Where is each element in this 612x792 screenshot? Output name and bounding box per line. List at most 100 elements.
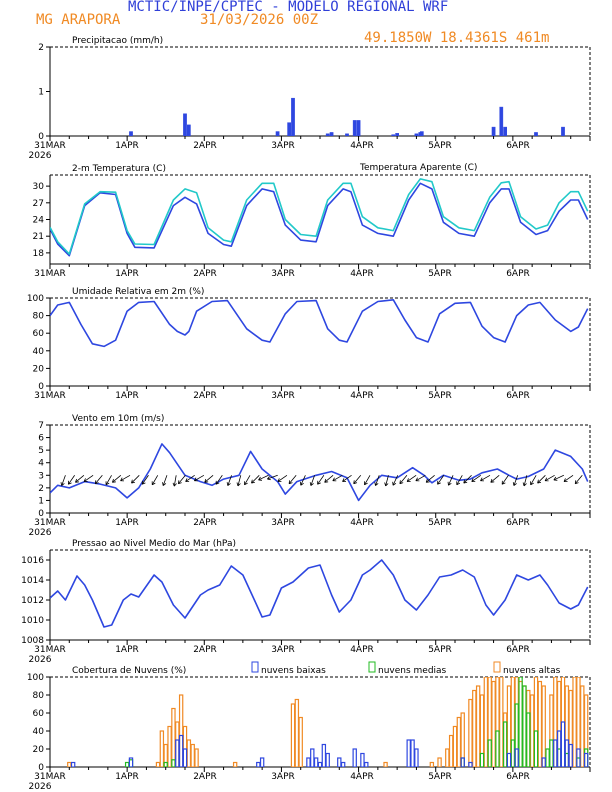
legend-label: nuvens baixas	[261, 666, 326, 676]
wind-arrow-head	[162, 482, 167, 486]
bar	[541, 757, 546, 767]
bar	[572, 677, 577, 767]
bar	[182, 725, 188, 767]
bar	[564, 685, 570, 767]
wind-arrow	[415, 474, 426, 482]
plot-area	[67, 677, 589, 767]
x-tick-year: 2026	[29, 528, 52, 538]
bar	[178, 694, 184, 767]
wind-arrow	[83, 474, 94, 482]
x-tick-label: 5APR	[428, 772, 452, 782]
bar	[533, 730, 539, 767]
bar	[340, 761, 346, 767]
bar	[391, 134, 396, 136]
wind-arrow	[194, 474, 205, 482]
x-tick-label: 1APR	[115, 141, 139, 151]
bar	[533, 677, 539, 767]
legend-swatch	[251, 661, 259, 673]
bar	[128, 757, 134, 767]
bar	[487, 739, 492, 767]
wind-arrow	[204, 474, 214, 483]
y-tick-label: 60	[33, 329, 45, 339]
y-tick-label: 21	[33, 232, 44, 242]
bar	[503, 126, 507, 136]
y-tick-label: 60	[33, 709, 45, 719]
plot-area	[50, 178, 589, 257]
wind-arrow	[375, 475, 380, 486]
wind-arrow	[178, 475, 186, 484]
wind-arrow-head	[537, 479, 542, 484]
plot-area	[50, 443, 589, 502]
bar	[352, 748, 357, 767]
y-tick-label: 1	[38, 496, 44, 506]
wind-arrow	[251, 475, 260, 484]
bar	[187, 124, 191, 136]
bar	[290, 703, 296, 767]
bar	[568, 743, 573, 767]
wind-arrow	[563, 474, 574, 482]
x-tick-label: 31MAR	[34, 518, 66, 528]
wind-arrow	[131, 475, 140, 484]
bar	[419, 131, 424, 136]
wind-arrow-head	[463, 479, 468, 484]
wind-arrow	[392, 475, 399, 486]
y-tick-label: 0	[38, 382, 44, 392]
x-tick-label: 3APR	[271, 772, 295, 782]
wind-arrow-head	[67, 480, 72, 485]
x-tick-label: 1APR	[115, 269, 139, 279]
bar	[167, 725, 172, 767]
panel-title: Umidade Relativa em 2m (%)	[72, 287, 204, 297]
bar	[460, 757, 465, 767]
bar	[445, 748, 450, 767]
bar	[506, 752, 512, 767]
bar	[556, 680, 562, 767]
x-tick-label: 5APR	[428, 645, 452, 655]
bar	[175, 739, 180, 767]
y-tick-label: 1	[38, 88, 44, 98]
y-tick-label: 1008	[21, 636, 44, 646]
wind-arrow-head	[342, 478, 347, 482]
run-date: 31/03/2026 00Z	[200, 12, 319, 28]
panel-title: Vento em 10m (m/s)	[72, 414, 164, 424]
wind-arrow-head	[437, 480, 441, 485]
bar	[529, 694, 535, 767]
panel-title: 2-m Temperatura (C)	[72, 164, 166, 174]
bar	[345, 133, 349, 136]
bar	[352, 120, 357, 136]
wind-arrow-head	[406, 478, 411, 482]
wind-arrow-head	[83, 478, 88, 482]
wind-arrow-head	[471, 478, 476, 482]
wind-arrow-head	[374, 482, 379, 486]
y-tick-label: 7	[38, 421, 44, 431]
bar	[178, 734, 184, 767]
wind-arrow-head	[267, 476, 271, 481]
x-tick-label: 1APR	[115, 645, 139, 655]
bar	[155, 761, 161, 767]
y-tick-label: 6	[38, 434, 44, 444]
y-tick-label: 3	[38, 471, 44, 481]
bar	[186, 739, 192, 767]
x-tick-label: 1APR	[115, 518, 139, 528]
wind-arrow	[120, 474, 131, 482]
bar	[506, 685, 512, 767]
bar	[448, 734, 454, 767]
wind-arrow	[300, 475, 306, 486]
wind-arrow	[61, 475, 66, 486]
wind-arrow	[332, 474, 343, 482]
wind-arrow-head	[480, 477, 484, 482]
wind-arrow-head	[288, 480, 293, 485]
bar	[159, 730, 165, 767]
wind-arrow-head	[399, 480, 404, 485]
bar	[321, 743, 327, 767]
line-Umidade-Relativa	[50, 299, 589, 348]
wind-arrow	[162, 475, 168, 486]
x-tick-label: 4APR	[350, 391, 374, 401]
wind-arrow	[258, 474, 269, 481]
y-tick-label: 40	[33, 347, 45, 357]
wind-arrow	[342, 474, 352, 482]
wind-arrow-head	[553, 476, 558, 481]
wind-arrow	[553, 474, 564, 481]
bar	[298, 716, 303, 767]
bar	[564, 739, 570, 767]
